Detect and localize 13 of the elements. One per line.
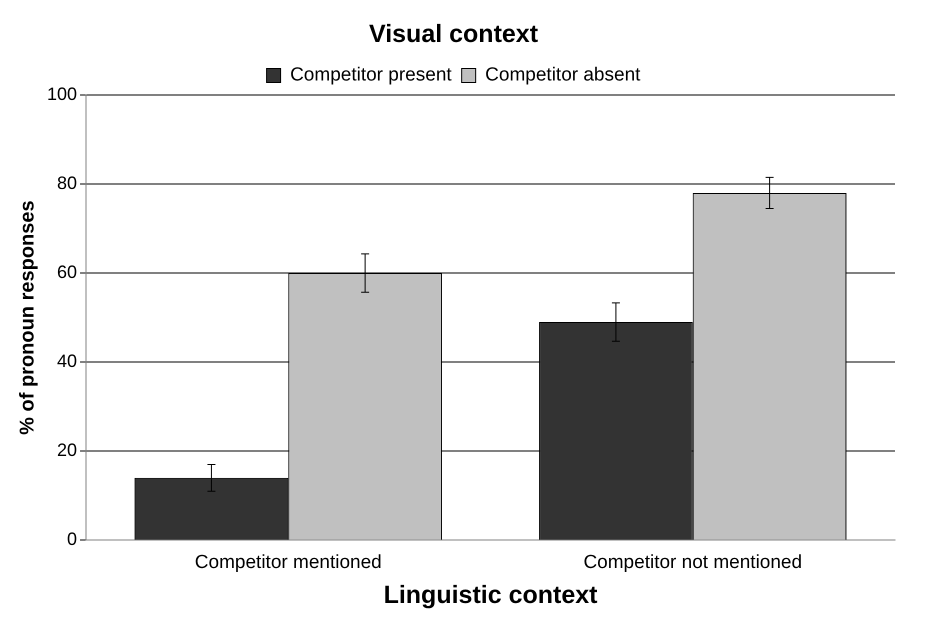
legend-label: Competitor present [290, 64, 452, 86]
chart-title: Visual context [368, 20, 539, 48]
y-tick-label: 40 [57, 351, 78, 372]
y-tick-label: 100 [46, 84, 78, 104]
legend-label: Competitor absent [485, 64, 642, 86]
x-tick-label: Competitor mentioned [194, 552, 382, 573]
y-tick-label: 80 [57, 173, 78, 194]
y-tick-label: 60 [57, 262, 78, 282]
x-tick-label: Competitor not mentioned [583, 552, 802, 573]
y-tick-label: 0 [67, 529, 78, 550]
y-tick-label: 20 [57, 440, 78, 460]
y-axis-title: % of pronoun responses [16, 200, 39, 435]
x-axis-title: Linguistic context [384, 580, 598, 609]
